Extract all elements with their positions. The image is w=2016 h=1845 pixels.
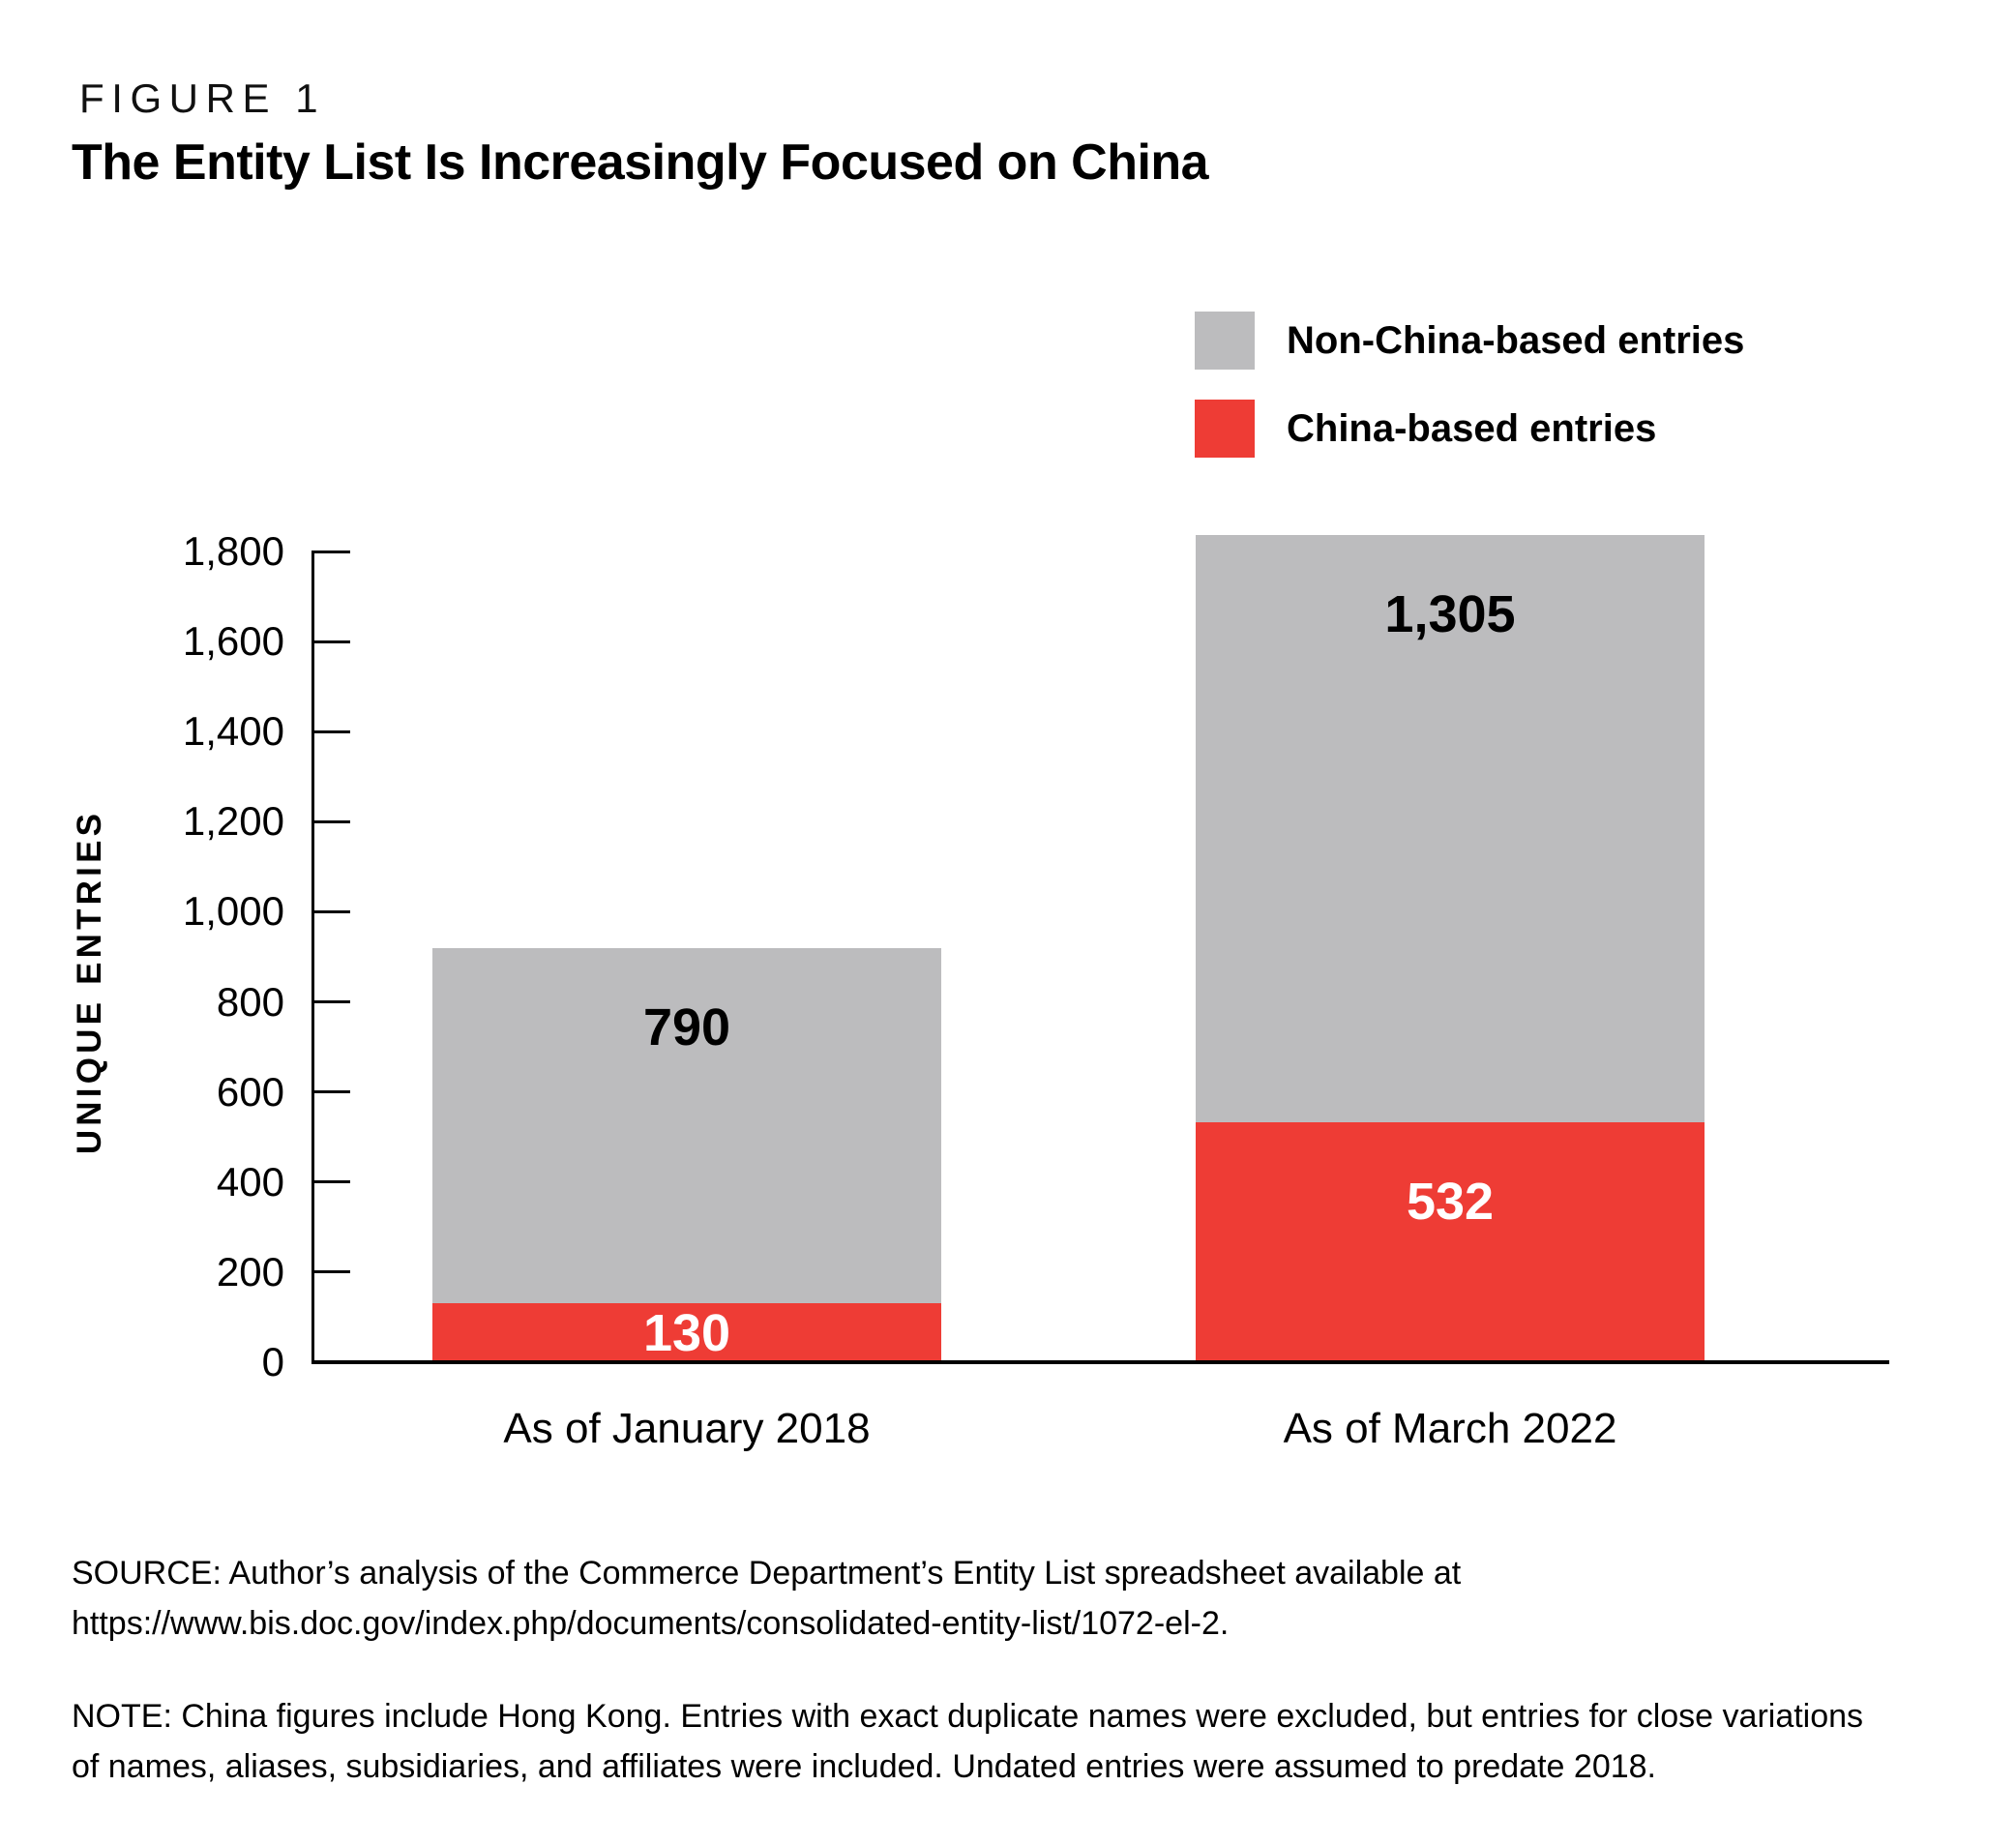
legend-swatch-non-china-icon [1195,312,1255,370]
y-axis-tick [311,1090,350,1094]
y-tick-label: 1,800 [182,528,284,574]
legend-label-non-china: Non-China-based entries [1287,318,1745,362]
bar-value-label: 532 [1406,1173,1495,1232]
bar-value-label: 790 [642,997,731,1056]
legend-swatch-china-icon [1195,400,1255,458]
y-axis-tick [311,1000,350,1004]
y-tick-label: 1,400 [182,708,284,755]
bar-segment [432,947,941,1304]
y-tick-label: 200 [216,1248,284,1294]
y-axis-tick [311,1270,350,1274]
bar-segment [1196,534,1705,1123]
source-text: SOURCE: Author’s analysis of the Commerc… [72,1555,1462,1642]
y-axis-tick [311,1180,350,1184]
bar-value-label: 1,305 [1384,584,1516,643]
legend-item-non-china: Non-China-based entries [1195,312,1744,370]
y-tick-label: 800 [216,978,284,1025]
y-tick-label: 1,200 [182,798,284,845]
figure-title: The Entity List Is Increasingly Focused … [72,134,1209,191]
bar-segment [432,1303,941,1362]
y-tick-label: 600 [216,1068,284,1115]
y-tick-label: 1,000 [182,888,284,935]
legend: Non-China-based entries China-based entr… [1195,312,1744,488]
y-axis-tick [311,640,350,643]
bar-segment [1196,1122,1705,1362]
y-axis-tick [311,819,350,823]
x-category-label: As of March 2022 [1283,1405,1617,1452]
legend-label-china: China-based entries [1287,406,1657,450]
x-axis-baseline [311,1360,1889,1364]
y-tick-label: 1,600 [182,618,284,665]
y-axis-tick [311,909,350,913]
y-axis-tick [311,729,350,733]
y-tick-label: 400 [216,1158,284,1205]
note-text: NOTE: China figures include Hong Kong. E… [72,1698,1864,1785]
y-axis-line [311,551,314,1362]
legend-item-china: China-based entries [1195,400,1744,458]
y-tick-label: 0 [261,1339,284,1384]
x-category-label: As of January 2018 [503,1405,871,1452]
bar-value-label: 130 [642,1303,731,1362]
y-axis-tick [311,550,350,553]
figure-label: FIGURE 1 [79,75,326,121]
